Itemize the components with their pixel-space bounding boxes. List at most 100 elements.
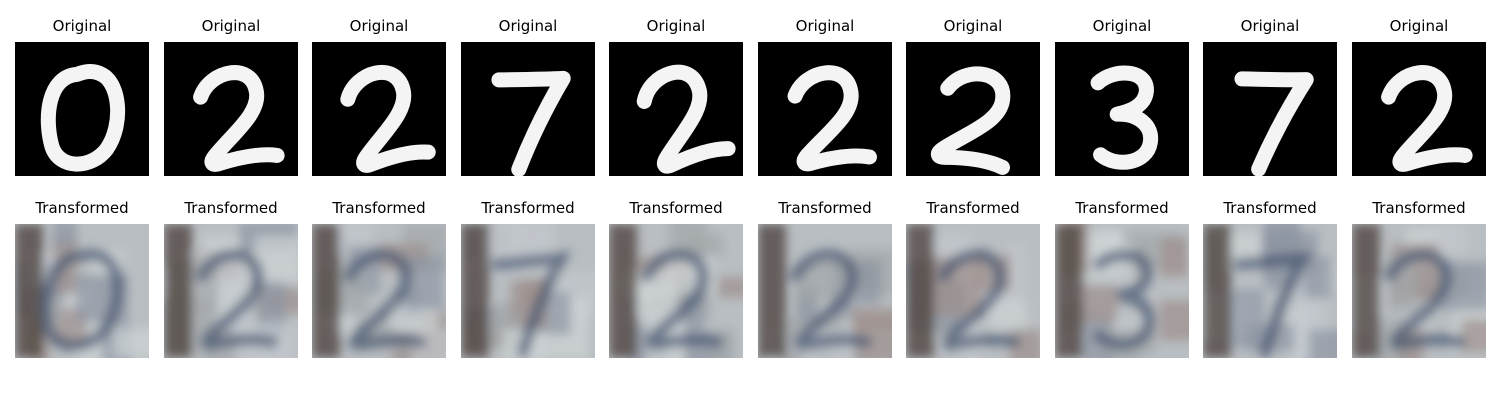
digit-thumbnail [461,42,595,176]
original-digit-image [1352,42,1486,176]
faint-digit-stroke [491,250,572,358]
digit-stroke [40,64,126,172]
panel-title: Original [498,17,558,35]
original-digit-image [1055,42,1189,176]
panel-title: Original [52,17,112,35]
original-panel: Original [758,16,892,176]
panel-title: Transformed [1372,199,1466,217]
faint-digit-stroke [196,249,278,351]
panel-title: Transformed [629,199,723,217]
transformed-digit-image [164,224,298,358]
panel-title: Original [943,17,1003,35]
original-digit-image [164,42,298,176]
panel-title: Original [646,17,706,35]
faint-digit-stroke [40,248,124,352]
faint-digit-stroke [1233,250,1314,358]
digit-stroke [787,65,877,172]
transformed-thumbnail [1055,224,1189,358]
faint-digit-stroke [344,249,426,351]
original-digit-image [906,42,1040,176]
original-panel: Original [609,16,743,176]
digit-thumbnail [164,42,298,176]
faint-digit-stroke [790,249,872,351]
transformed-digit-image [906,224,1040,358]
panel-title: Transformed [778,199,872,217]
transformed-digit-image [461,224,595,358]
digit-thumbnail [1352,42,1486,176]
panel-title: Transformed [184,199,278,217]
transformed-thumbnail [609,224,743,358]
digit-stroke [491,70,571,176]
transformed-panel: Transformed [758,198,892,358]
transformed-digit-image [15,224,149,358]
transformed-thumbnail [461,224,595,358]
transformed-panel: Transformed [1203,198,1337,358]
transformed-panel: Transformed [461,198,595,358]
transformed-panel: Transformed [609,198,743,358]
transformed-digit-image [1203,224,1337,358]
transformed-row: Transformed Transformed Transformed Tran… [0,198,1500,368]
original-panel: Original [1203,16,1337,176]
faint-digit-stroke [1093,249,1156,351]
panel-title: Original [795,17,855,35]
transformed-thumbnail [312,224,446,358]
transformed-thumbnail [1352,224,1486,358]
faint-digit-stroke [641,249,723,351]
digit-thumbnail [758,42,892,176]
panel-title: Transformed [1075,199,1169,217]
transformed-panel: Transformed [164,198,298,358]
transformed-digit-image [758,224,892,358]
digit-thumbnail [312,42,446,176]
original-digit-image [609,42,743,176]
faint-digit-stroke [938,249,1020,351]
original-row: Original Original Original Original Orig… [0,16,1500,186]
panel-title: Original [1389,17,1449,35]
panel-title: Transformed [1223,199,1317,217]
original-panel: Original [164,16,298,176]
panel-title: Original [349,17,409,35]
original-panel: Original [1352,16,1486,176]
original-panel: Original [906,16,1040,176]
original-panel: Original [461,16,595,176]
transformed-digit-image [1352,224,1486,358]
panel-title: Transformed [926,199,1020,217]
original-panel: Original [15,16,149,176]
transformed-digit-image [312,224,446,358]
digit-stroke [930,66,1011,175]
transformed-digit-image [1055,224,1189,358]
digit-stroke [340,65,436,173]
transformed-thumbnail [15,224,149,358]
transformed-panel: Transformed [15,198,149,358]
panel-title: Original [1092,17,1152,35]
original-digit-image [461,42,595,176]
transformed-thumbnail [164,224,298,358]
original-digit-image [758,42,892,176]
digit-thumbnail [1203,42,1337,176]
digit-stroke [1234,71,1314,176]
panel-title: Transformed [332,199,426,217]
panel-title: Transformed [35,199,129,217]
transformed-thumbnail [758,224,892,358]
digit-thumbnail [906,42,1040,176]
transformed-thumbnail [1203,224,1337,358]
digit-stroke [1381,65,1473,172]
original-digit-image [312,42,446,176]
transformed-digit-image [609,224,743,358]
transformed-panel: Transformed [906,198,1040,358]
original-digit-image [1203,42,1337,176]
image-background [15,42,149,176]
transformed-panel: Transformed [1352,198,1486,358]
digit-stroke [193,65,285,172]
digit-thumbnail [609,42,743,176]
transformed-thumbnail [906,224,1040,358]
panel-title: Original [201,17,261,35]
digit-stroke [1090,65,1159,170]
digit-thumbnail [1055,42,1189,176]
panel-title: Transformed [481,199,575,217]
original-panel: Original [312,16,446,176]
original-panel: Original [1055,16,1189,176]
transformed-panel: Transformed [312,198,446,358]
transformed-panel: Transformed [1055,198,1189,358]
digit-stroke [636,64,736,174]
panel-title: Original [1240,17,1300,35]
